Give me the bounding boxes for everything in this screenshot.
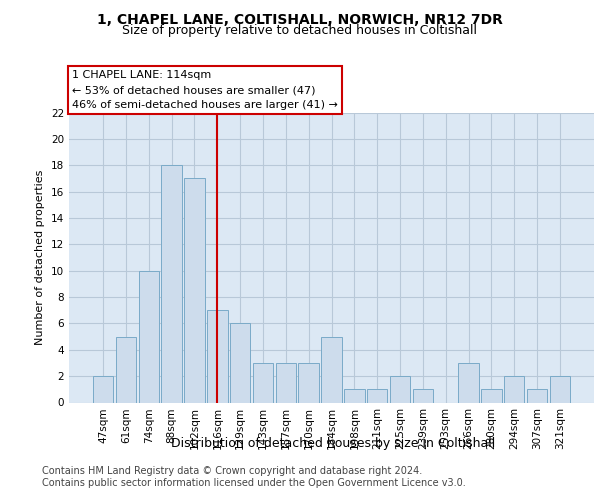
Bar [344, 390, 365, 402]
Bar [527, 390, 547, 402]
Bar [184, 178, 205, 402]
Bar [230, 324, 250, 402]
Bar [321, 336, 342, 402]
Bar [413, 390, 433, 402]
Bar [390, 376, 410, 402]
Text: Size of property relative to detached houses in Coltishall: Size of property relative to detached ho… [122, 24, 478, 37]
Bar [116, 336, 136, 402]
Bar [161, 165, 182, 402]
Bar [253, 363, 273, 403]
Text: Contains HM Land Registry data © Crown copyright and database right 2024.
Contai: Contains HM Land Registry data © Crown c… [42, 466, 466, 487]
Bar [458, 363, 479, 403]
Bar [481, 390, 502, 402]
Bar [550, 376, 570, 402]
Y-axis label: Number of detached properties: Number of detached properties [35, 170, 46, 345]
Bar [275, 363, 296, 403]
Bar [298, 363, 319, 403]
Bar [93, 376, 113, 402]
Bar [367, 390, 388, 402]
Bar [207, 310, 227, 402]
Bar [139, 270, 159, 402]
Text: Distribution of detached houses by size in Coltishall: Distribution of detached houses by size … [171, 438, 495, 450]
Text: 1 CHAPEL LANE: 114sqm
← 53% of detached houses are smaller (47)
46% of semi-deta: 1 CHAPEL LANE: 114sqm ← 53% of detached … [72, 70, 338, 110]
Bar [504, 376, 524, 402]
Text: 1, CHAPEL LANE, COLTISHALL, NORWICH, NR12 7DR: 1, CHAPEL LANE, COLTISHALL, NORWICH, NR1… [97, 12, 503, 26]
